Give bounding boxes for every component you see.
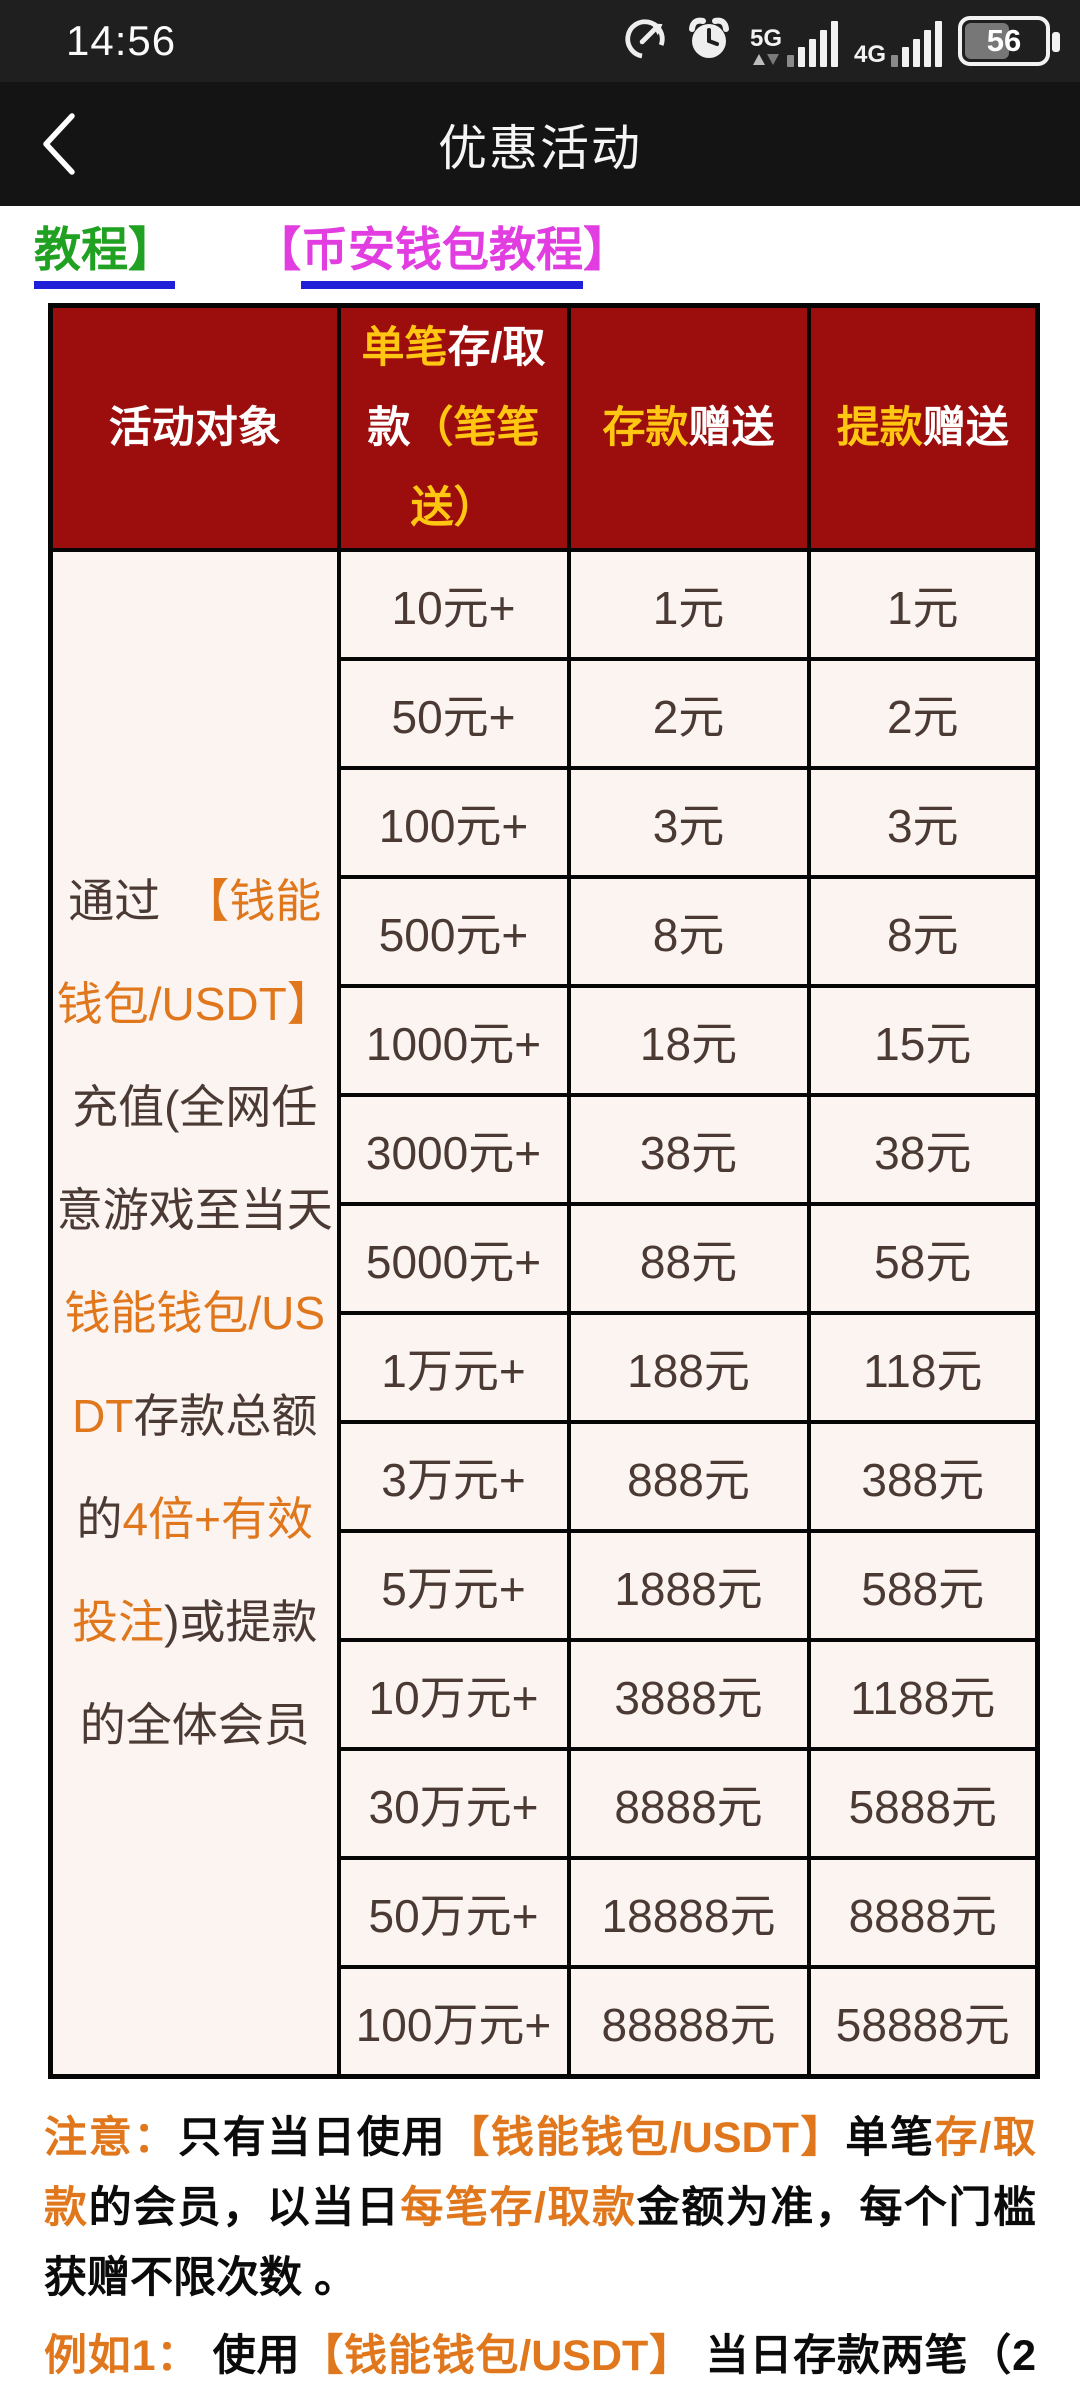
alarm-clock-icon [684,15,734,68]
withdraw-bonus-cell: 58元 [806,1202,1040,1315]
table-row: 30万元+ 8888元 5888元 [51,1747,1040,1860]
deposit-bonus-cell: 88888元 [566,1965,811,2079]
signal-4g-icon: 4G [854,15,942,67]
deposit-bonus-cell: 8888元 [566,1747,811,1860]
tier-cell: 100万元+ [336,1965,571,2079]
page-content: 教程】 【币安钱包教程】 活动对象 单笔存/取款（笔笔送） 存款赠送 提款赠送 … [0,206,1080,2400]
table-row: 10万元+ 3888元 1188元 [51,1638,1040,1751]
status-bar: 14:56 5G [0,0,1080,82]
table-row: 5万元+ 1888元 588元 [51,1529,1040,1642]
signal-5g-icon: 5G [750,15,838,67]
battery-percent: 56 [986,23,1022,58]
table-row: 3000元+ 38元 38元 [51,1093,1040,1206]
tier-cell: 1000元+ [336,984,571,1097]
data-saver-icon [622,16,668,67]
withdraw-bonus-cell: 588元 [806,1529,1040,1642]
withdraw-bonus-cell: 2元 [806,657,1040,770]
withdraw-bonus-cell: 8888元 [806,1856,1040,1969]
withdraw-bonus-cell: 388元 [806,1420,1040,1533]
withdraw-bonus-cell: 118元 [806,1311,1040,1424]
withdraw-bonus-cell: 5888元 [806,1747,1040,1860]
header-deposit-bonus: 存款赠送 [566,303,811,552]
tier-cell: 5000元+ [336,1202,571,1315]
data-transfer-arrows-icon [752,51,779,67]
table-row: 3万元+ 888元 388元 [51,1420,1040,1533]
tier-cell: 5万元+ [336,1529,571,1642]
tier-cell: 50万元+ [336,1856,571,1969]
table-row: 1万元+ 188元 118元 [51,1311,1040,1424]
table-row: 500元+ 8元 8元 [51,875,1040,988]
withdraw-bonus-cell: 15元 [806,984,1040,1097]
deposit-bonus-cell: 8元 [566,875,811,988]
deposit-bonus-cell: 1888元 [566,1529,811,1642]
deposit-bonus-cell: 888元 [566,1420,811,1533]
table-row: 100元+ 3元 3元 [51,766,1040,879]
deposit-bonus-cell: 3888元 [566,1638,811,1751]
header-withdraw-bonus: 提款赠送 [806,303,1040,552]
withdraw-bonus-cell: 3元 [806,766,1040,879]
deposit-bonus-cell: 88元 [566,1202,811,1315]
header-per-transaction: 单笔存/取款（笔笔送） [336,303,571,552]
notice-paragraph: 注意：只有当日使用【钱能钱包/USDT】单笔存/取款的会员，以当日每笔存/取款金… [44,2114,1037,2302]
withdraw-bonus-cell: 8元 [806,875,1040,988]
tutorial-link-wallet[interactable]: 教程】 [34,220,175,289]
deposit-bonus-cell: 18888元 [566,1856,811,1969]
deposit-bonus-cell: 3元 [566,766,811,879]
tier-cell: 500元+ [336,875,571,988]
table-row: 50元+ 2元 2元 [51,657,1040,770]
audience-cell: 通过 【钱能钱包/USDT】充值(全网任意游戏至当天钱能钱包/USDT存款总额的… [48,548,341,2079]
table-header-row: 活动对象 单笔存/取款（笔笔送） 存款赠送 提款赠送 [48,303,1040,552]
bonus-table-body: 通过 【钱能钱包/USDT】充值(全网任意游戏至当天钱能钱包/USDT存款总额的… [48,548,1040,2079]
table-row: 通过 【钱能钱包/USDT】充值(全网任意游戏至当天钱能钱包/USDT存款总额的… [48,548,1040,2079]
table-row: 50万元+ 18888元 8888元 [51,1856,1040,1969]
tier-cell: 3000元+ [336,1093,571,1206]
tier-cell: 30万元+ [336,1747,571,1860]
status-icons: 5G 4G 56 [622,15,1060,68]
example-paragraph: 例如1： 使用【钱能钱包/USDT】 当日存款两笔（2万元、3万元），当天有效投… [44,2332,1037,2380]
deposit-bonus-cell: 38元 [566,1093,811,1206]
tier-cell: 50元+ [336,657,571,770]
bonus-table: 活动对象 单笔存/取款（笔笔送） 存款赠送 提款赠送 通过 【钱能钱包/USDT… [48,303,1040,2079]
back-chevron-icon [43,113,75,175]
header-audience: 活动对象 [48,303,341,552]
tutorial-links: 教程】 【币安钱包教程】 [34,220,1080,289]
deposit-bonus-cell: 1元 [566,548,811,661]
withdraw-bonus-cell: 1188元 [806,1638,1040,1751]
table-row: 5000元+ 88元 58元 [51,1202,1040,1315]
tutorial-link-binance-wallet[interactable]: 【币安钱包教程】 [254,220,630,289]
withdraw-bonus-cell: 58888元 [806,1965,1040,2079]
nav-bar: 优惠活动 [0,82,1080,206]
back-button[interactable] [38,112,82,176]
tier-cell: 3万元+ [336,1420,571,1533]
withdraw-bonus-cell: 1元 [806,548,1040,661]
page-title: 优惠活动 [437,121,642,176]
deposit-bonus-cell: 188元 [566,1311,811,1424]
deposit-bonus-cell: 18元 [566,984,811,1097]
clock-time: 14:56 [66,17,177,64]
battery-icon: 56 [958,16,1060,66]
tier-cell: 1万元+ [336,1311,571,1424]
tier-cell: 10元+ [336,548,571,661]
deposit-bonus-cell: 2元 [566,657,811,770]
table-row: 100万元+ 88888元 58888元 [51,1965,1040,2079]
withdraw-bonus-cell: 38元 [806,1093,1040,1206]
tier-cell: 10万元+ [336,1638,571,1751]
tier-cell: 100元+ [336,766,571,879]
table-row: 1000元+ 18元 15元 [51,984,1040,1097]
